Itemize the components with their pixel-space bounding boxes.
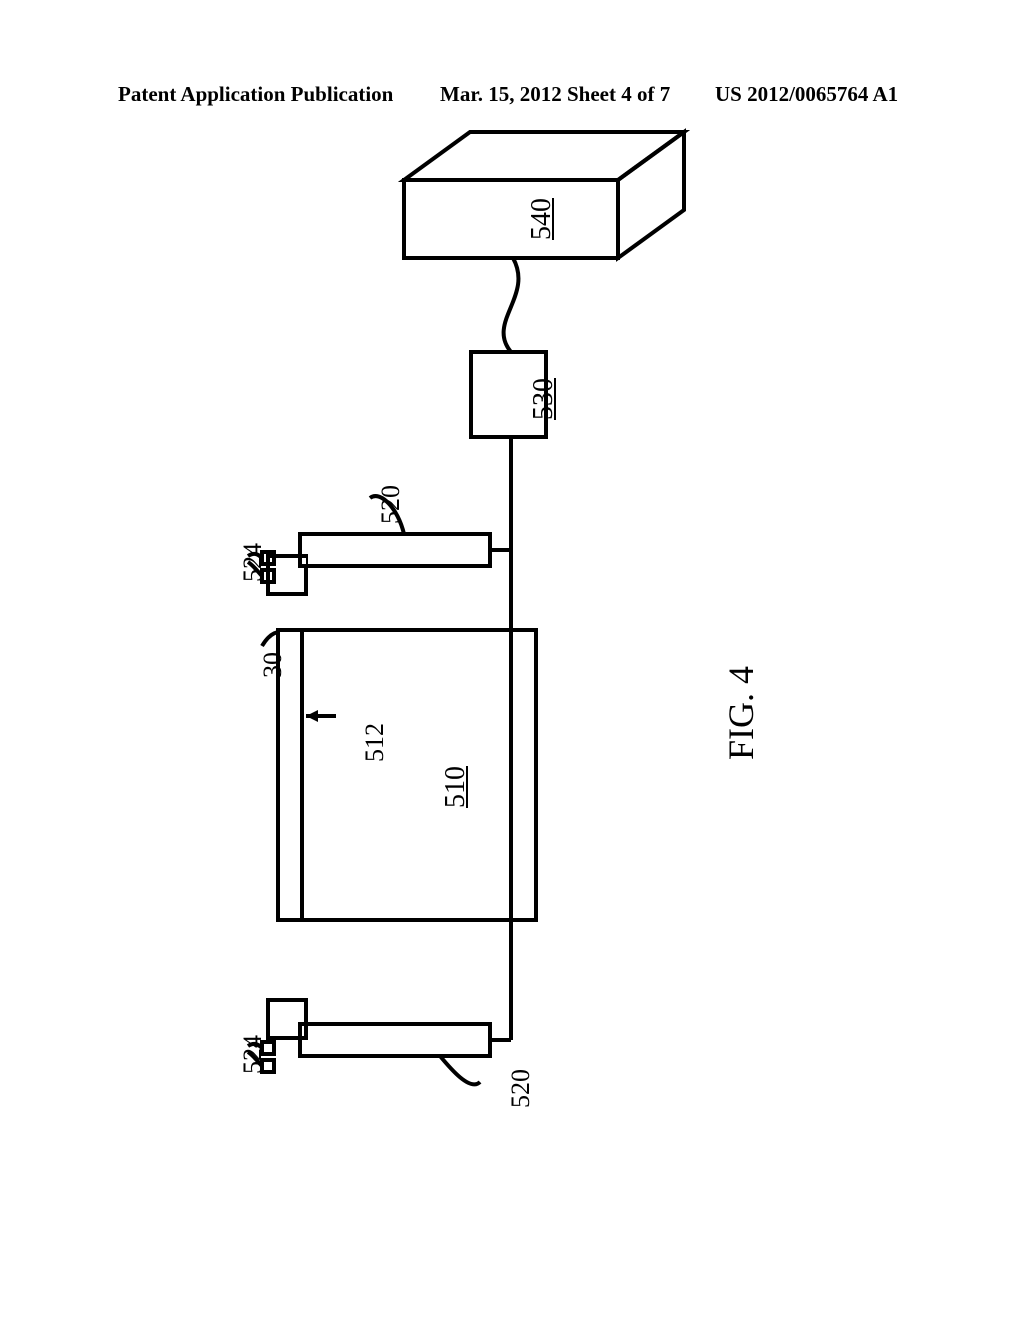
label-530: 530 xyxy=(528,378,560,420)
label-512: 512 xyxy=(360,723,390,762)
diagram-svg xyxy=(0,0,1024,1320)
label-540: 540 xyxy=(526,198,558,240)
page: Patent Application Publication Mar. 15, … xyxy=(0,0,1024,1320)
label-520-bot: 520 xyxy=(506,1069,536,1108)
figure-label: FIG. 4 xyxy=(720,666,762,760)
label-520-top: 520 xyxy=(376,485,406,524)
label-510: 510 xyxy=(440,766,472,808)
label-30: 30 xyxy=(258,652,288,678)
label-524-bot: 524 xyxy=(238,1035,268,1074)
label-524-top: 524 xyxy=(238,543,268,582)
connector-540-530 xyxy=(504,258,519,352)
figure-area: 30 512 510 520 520 524 524 530 540 FIG. … xyxy=(0,0,1024,1320)
